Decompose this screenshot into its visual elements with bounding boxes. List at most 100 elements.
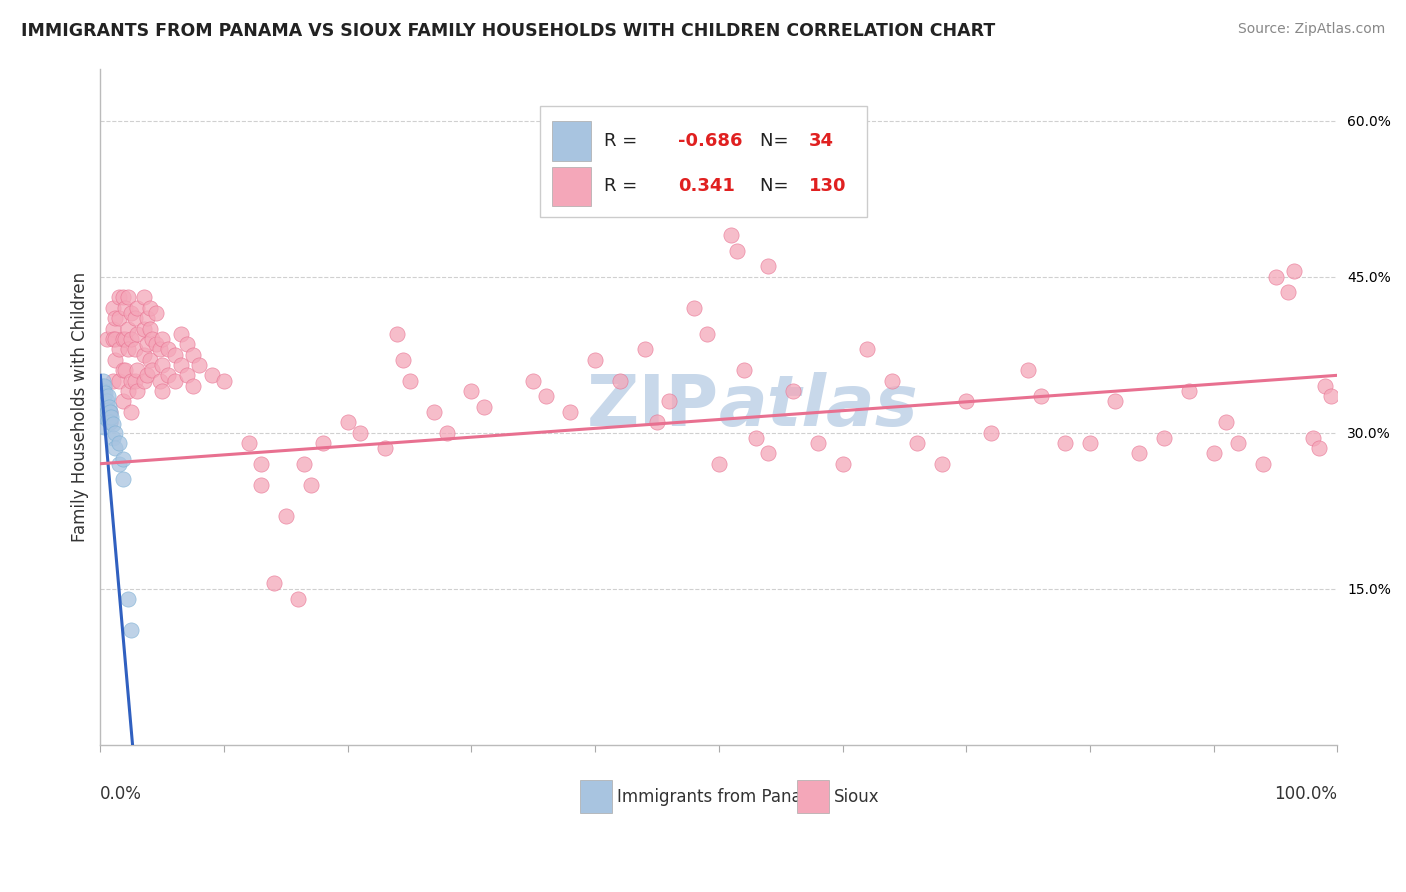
Text: R =: R =: [603, 178, 643, 195]
Point: [782, 384, 804, 398]
Point: [93, 420, 115, 434]
Point: [145, 337, 167, 351]
Point: [108, 374, 131, 388]
Point: [111, 394, 134, 409]
Point: [1308, 441, 1330, 455]
Point: [91, 374, 114, 388]
Point: [104, 352, 127, 367]
Text: 0.0%: 0.0%: [100, 785, 142, 803]
Point: [90, 405, 112, 419]
Point: [101, 417, 124, 432]
Point: [124, 343, 146, 357]
Point: [117, 290, 139, 304]
Point: [120, 405, 142, 419]
Point: [583, 352, 606, 367]
Point: [114, 301, 136, 315]
Point: [117, 591, 139, 606]
Point: [299, 477, 322, 491]
Text: atlas: atlas: [718, 372, 918, 441]
Text: N=: N=: [759, 178, 794, 195]
Point: [97, 413, 120, 427]
Point: [108, 343, 131, 357]
Point: [1277, 285, 1299, 299]
Point: [1078, 436, 1101, 450]
Point: [294, 457, 316, 471]
Point: [1017, 363, 1039, 377]
Point: [634, 343, 657, 357]
Point: [609, 374, 631, 388]
Text: ZIP: ZIP: [586, 372, 718, 441]
Point: [1153, 431, 1175, 445]
Point: [120, 374, 142, 388]
Point: [117, 384, 139, 398]
Point: [423, 405, 446, 419]
Point: [201, 368, 224, 383]
Point: [97, 389, 120, 403]
FancyBboxPatch shape: [797, 780, 830, 814]
Point: [163, 374, 186, 388]
Point: [880, 374, 903, 388]
Point: [111, 472, 134, 486]
Point: [1264, 269, 1286, 284]
Point: [856, 343, 879, 357]
Point: [136, 368, 159, 383]
Point: [1251, 457, 1274, 471]
Point: [127, 301, 149, 315]
Point: [127, 384, 149, 398]
Text: IMMIGRANTS FROM PANAMA VS SIOUX FAMILY HOUSEHOLDS WITH CHILDREN CORRELATION CHAR: IMMIGRANTS FROM PANAMA VS SIOUX FAMILY H…: [21, 22, 995, 40]
Point: [188, 358, 211, 372]
Point: [108, 290, 131, 304]
Point: [149, 343, 172, 357]
Point: [101, 321, 124, 335]
Point: [127, 363, 149, 377]
Point: [683, 301, 706, 315]
Point: [176, 337, 198, 351]
Point: [150, 358, 173, 372]
Point: [101, 374, 124, 388]
Point: [150, 384, 173, 398]
Point: [1215, 415, 1237, 429]
Text: 130: 130: [810, 178, 846, 195]
Point: [163, 347, 186, 361]
Point: [90, 394, 112, 409]
Point: [980, 425, 1002, 440]
Point: [176, 368, 198, 383]
Point: [90, 378, 112, 392]
Point: [170, 358, 193, 372]
Point: [250, 457, 273, 471]
Point: [96, 405, 118, 419]
Point: [108, 436, 131, 450]
Point: [120, 332, 142, 346]
Point: [831, 457, 853, 471]
Point: [96, 394, 118, 409]
Point: [136, 337, 159, 351]
Point: [94, 386, 117, 401]
Point: [274, 508, 297, 523]
Point: [120, 306, 142, 320]
Point: [1282, 264, 1305, 278]
Point: [181, 378, 204, 392]
Y-axis label: Family Households with Children: Family Households with Children: [72, 271, 89, 541]
Text: N=: N=: [759, 132, 794, 150]
Point: [1104, 394, 1126, 409]
Point: [98, 405, 121, 419]
Point: [707, 457, 730, 471]
Text: 0.341: 0.341: [678, 178, 735, 195]
Point: [1054, 436, 1077, 450]
Point: [436, 425, 458, 440]
Point: [725, 244, 748, 258]
Point: [108, 457, 131, 471]
Text: 100.0%: 100.0%: [1274, 785, 1337, 803]
FancyBboxPatch shape: [553, 121, 592, 161]
Point: [756, 259, 779, 273]
Point: [117, 343, 139, 357]
Point: [117, 321, 139, 335]
Point: [98, 415, 121, 429]
Point: [157, 343, 180, 357]
Point: [120, 623, 142, 637]
Point: [114, 363, 136, 377]
Point: [101, 431, 124, 445]
Point: [212, 374, 235, 388]
Point: [931, 457, 953, 471]
Point: [98, 409, 121, 424]
